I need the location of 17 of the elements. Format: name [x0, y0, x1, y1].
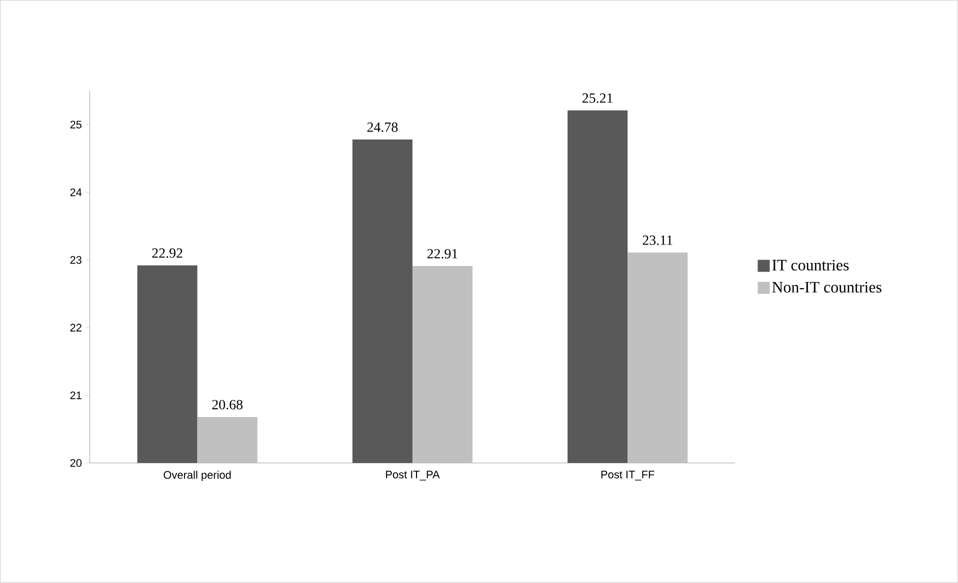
y-tick-label: 25 — [70, 120, 82, 129]
data-label: 25.21 — [582, 94, 612, 103]
data-label: 24.78 — [367, 122, 398, 132]
data-label: 22.92 — [152, 248, 182, 258]
x-tick-label: Post IT_FF — [601, 470, 654, 481]
y-tick-label: 22 — [70, 324, 82, 332]
x-tick-label: Overall period — [164, 470, 231, 482]
data-label: 22.91 — [427, 249, 458, 259]
y-tick-label: 20 — [70, 459, 82, 467]
y-tick-label: 21 — [70, 392, 82, 400]
x-tick-label: Post IT_PA — [386, 470, 440, 481]
data-label: 20.68 — [212, 400, 243, 410]
legend-label: Non-IT countries — [772, 282, 882, 293]
legend-label: IT countries — [772, 260, 849, 271]
y-tick-label: 23 — [70, 256, 82, 264]
data-label: 23.11 — [642, 236, 672, 246]
y-tick-label: 24 — [70, 188, 82, 196]
